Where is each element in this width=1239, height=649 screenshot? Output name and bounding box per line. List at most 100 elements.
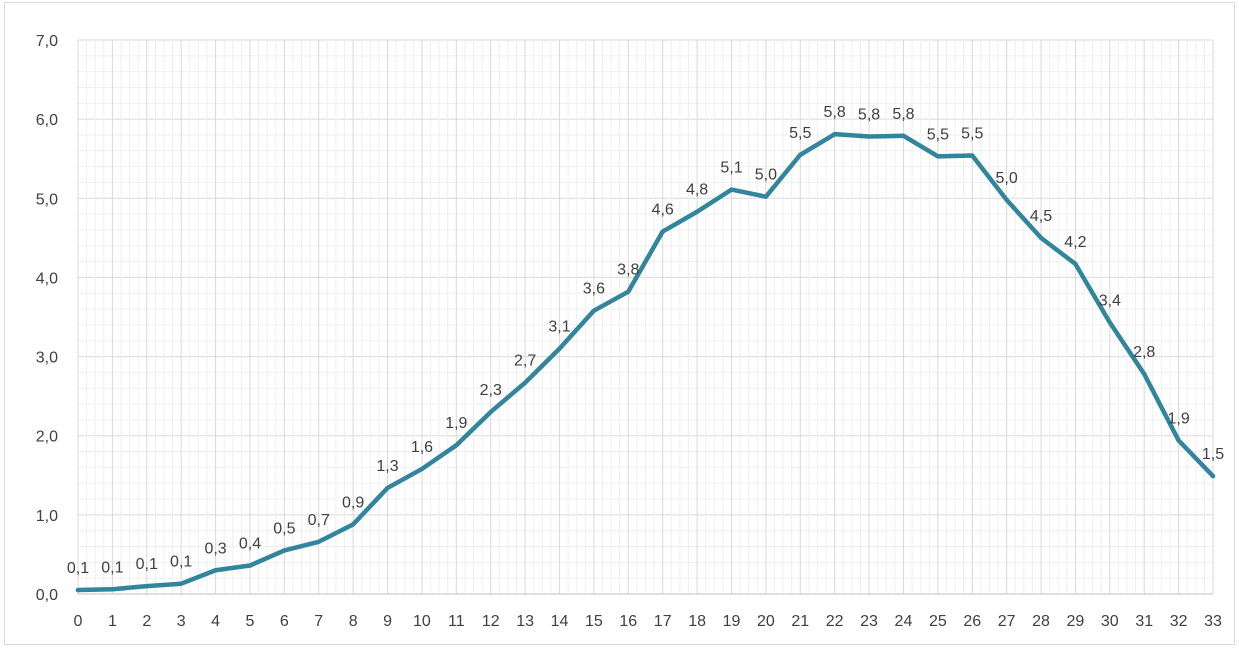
x-tick-label: 22 bbox=[826, 613, 844, 630]
data-label: 0,1 bbox=[101, 559, 123, 576]
data-label: 5,0 bbox=[755, 167, 777, 184]
y-tick-label: 4,0 bbox=[36, 270, 58, 287]
data-point bbox=[935, 154, 941, 159]
data-point bbox=[591, 308, 597, 313]
data-label: 3,8 bbox=[617, 262, 639, 279]
y-tick-label: 7,0 bbox=[36, 33, 58, 50]
data-label: 4,6 bbox=[652, 202, 674, 219]
x-tick-label: 14 bbox=[551, 613, 569, 630]
data-label: 1,3 bbox=[376, 458, 398, 475]
gridlines bbox=[77, 39, 1214, 595]
data-point bbox=[178, 581, 184, 586]
x-tick-label: 33 bbox=[1204, 613, 1222, 630]
x-tick-label: 24 bbox=[895, 613, 913, 630]
data-label: 0,5 bbox=[273, 520, 295, 537]
data-point bbox=[522, 380, 528, 385]
x-tick-label: 0 bbox=[74, 613, 83, 630]
data-point bbox=[419, 466, 425, 472]
x-tick-label: 6 bbox=[280, 613, 289, 630]
data-label: 0,1 bbox=[170, 554, 192, 571]
x-tick-label: 1 bbox=[108, 613, 117, 630]
data-point bbox=[901, 133, 906, 138]
data-point bbox=[1073, 261, 1078, 267]
y-tick-label: 6,0 bbox=[36, 112, 58, 129]
data-label: 5,5 bbox=[961, 126, 983, 143]
data-label: 3,4 bbox=[1099, 293, 1121, 310]
data-label: 2,8 bbox=[1133, 344, 1155, 361]
x-tick-label: 7 bbox=[314, 613, 323, 630]
data-label: 1,5 bbox=[1202, 446, 1224, 463]
x-tick-label: 2 bbox=[142, 613, 151, 630]
x-tick-label: 26 bbox=[963, 613, 981, 630]
x-tick-label: 18 bbox=[688, 613, 706, 630]
data-label: 1,6 bbox=[411, 439, 433, 456]
data-label: 5,8 bbox=[892, 106, 914, 123]
data-point bbox=[454, 443, 459, 448]
x-tick-label: 19 bbox=[723, 613, 741, 630]
x-tick-label: 29 bbox=[1067, 613, 1085, 630]
data-point bbox=[316, 539, 321, 544]
x-tick-label: 32 bbox=[1170, 613, 1188, 630]
data-label: 0,1 bbox=[67, 560, 89, 577]
x-tick-label: 15 bbox=[585, 613, 603, 630]
data-label: 0,3 bbox=[204, 540, 226, 557]
data-label: 4,5 bbox=[1030, 208, 1052, 225]
y-tick-label: 1,0 bbox=[36, 508, 58, 525]
x-tick-label: 23 bbox=[860, 613, 878, 630]
data-point bbox=[626, 289, 631, 294]
data-label: 4,2 bbox=[1064, 234, 1086, 251]
data-label: 3,6 bbox=[583, 281, 605, 298]
data-point bbox=[213, 568, 218, 573]
data-point bbox=[247, 563, 253, 568]
data-label: 2,7 bbox=[514, 353, 536, 370]
data-point bbox=[866, 134, 872, 139]
data-point bbox=[729, 187, 734, 192]
x-tick-label: 20 bbox=[757, 613, 775, 630]
data-label: 4,8 bbox=[686, 182, 708, 199]
data-point bbox=[1142, 371, 1147, 377]
x-tick-label: 21 bbox=[791, 613, 809, 630]
data-label: 5,8 bbox=[858, 107, 880, 124]
data-label: 0,4 bbox=[239, 536, 261, 553]
data-label: 0,9 bbox=[342, 494, 364, 511]
x-tick-label: 10 bbox=[413, 613, 431, 630]
data-label: 1,9 bbox=[445, 415, 467, 432]
x-axis-tick-labels: 0 1 2 3 4 5 6 7 8 9 10 11 12 13 14 15 16 17 18 19 20 21 22 23 24… bbox=[74, 613, 1222, 630]
data-point bbox=[970, 153, 975, 158]
x-tick-label: 12 bbox=[482, 613, 500, 630]
data-label: 1,9 bbox=[1167, 410, 1189, 427]
data-point bbox=[660, 229, 665, 234]
data-point bbox=[798, 152, 803, 157]
x-tick-label: 25 bbox=[929, 613, 947, 630]
y-tick-label: 0,0 bbox=[36, 587, 58, 604]
x-tick-label: 13 bbox=[516, 613, 534, 630]
y-tick-label: 3,0 bbox=[36, 350, 58, 367]
x-tick-label: 9 bbox=[383, 613, 392, 630]
data-point bbox=[763, 194, 769, 199]
data-labels: 0,1 0,1 0,1 0,1 0,3 0,4 0,5 0,7 0,9 1,3 1,6 1,9 2,3 2… bbox=[67, 104, 1224, 577]
x-tick-label: 27 bbox=[998, 613, 1016, 630]
data-point bbox=[1004, 197, 1009, 203]
x-tick-label: 16 bbox=[619, 613, 637, 630]
y-tick-label: 5,0 bbox=[36, 191, 58, 208]
data-label: 0,7 bbox=[308, 512, 330, 529]
data-point bbox=[488, 409, 493, 415]
data-point bbox=[694, 209, 700, 214]
data-label: 5,8 bbox=[824, 104, 846, 121]
data-label: 5,1 bbox=[720, 160, 742, 177]
data-point bbox=[75, 587, 81, 593]
data-label: 5,0 bbox=[996, 170, 1018, 187]
data-point bbox=[282, 548, 287, 553]
x-tick-label: 4 bbox=[211, 613, 220, 630]
x-tick-label: 31 bbox=[1135, 613, 1153, 630]
x-tick-label: 11 bbox=[448, 613, 465, 630]
data-label: 0,1 bbox=[136, 556, 158, 573]
data-point bbox=[832, 131, 837, 137]
x-tick-label: 30 bbox=[1101, 613, 1119, 630]
data-point bbox=[1210, 473, 1216, 479]
data-label: 5,5 bbox=[927, 126, 949, 143]
data-point bbox=[557, 346, 562, 351]
data-point bbox=[144, 583, 149, 589]
data-label: 5,5 bbox=[789, 125, 811, 142]
